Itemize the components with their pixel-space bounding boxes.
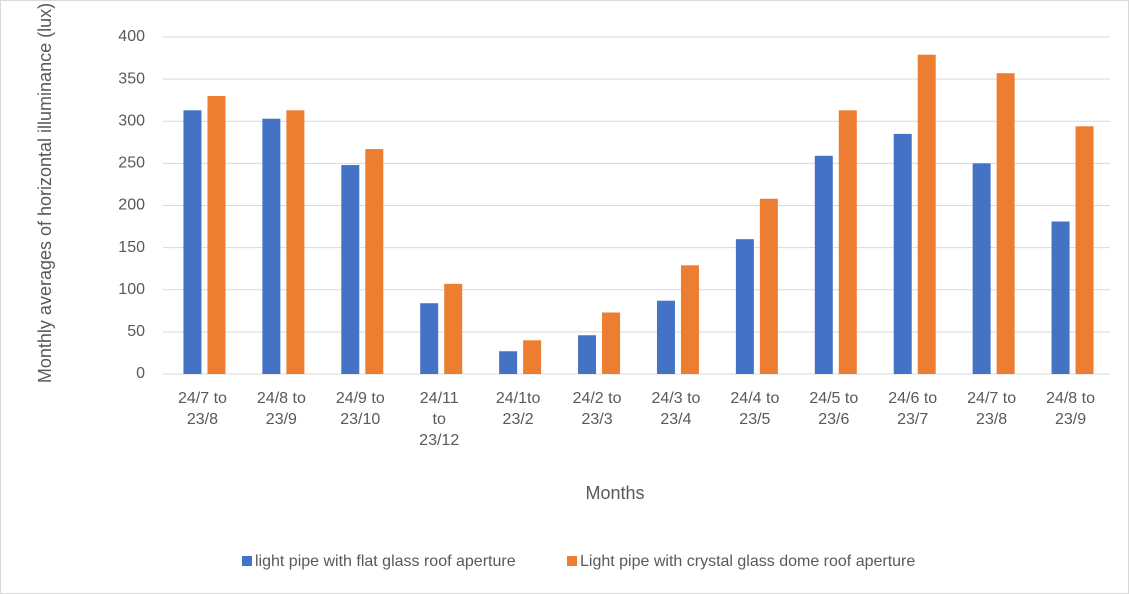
bar (814, 155, 833, 374)
bar (838, 110, 857, 375)
y-tick-label: 50 (127, 323, 145, 340)
x-tick-label: 24/8 to 23/9 (256, 390, 306, 428)
x-tick-label: 24/1to 23/2 (495, 390, 541, 428)
bar (499, 351, 518, 374)
bar (917, 54, 936, 374)
bar (1075, 126, 1094, 375)
legend-swatch (242, 556, 252, 566)
x-tick-label: 24/2 to 23/3 (572, 390, 622, 428)
bar (1051, 221, 1070, 374)
y-tick-label: 350 (118, 70, 145, 87)
bar (523, 340, 542, 374)
y-tick-label: 300 (118, 112, 145, 129)
bar (996, 73, 1015, 374)
bar (759, 198, 778, 374)
x-tick-label: 24/9 to 23/10 (335, 390, 385, 428)
bar (578, 335, 597, 374)
bar (286, 110, 305, 375)
x-tick-label: 24/8 to 23/9 (1046, 390, 1095, 428)
x-tick-label: 24/5 to 23/6 (809, 390, 859, 428)
bar (341, 165, 360, 374)
bar (602, 312, 621, 374)
x-tick-label: 24/6 to 23/7 (888, 390, 938, 428)
x-tick-label: 24/7 to 23/8 (177, 390, 227, 428)
bar (444, 283, 463, 374)
y-tick-label: 150 (118, 239, 145, 256)
y-axis-title: Monthly averages of horizontal illuminan… (35, 2, 55, 384)
bar (365, 149, 384, 374)
x-axis-title: Months (585, 483, 644, 503)
bar (183, 110, 202, 375)
bar (972, 163, 991, 374)
bar (420, 303, 439, 374)
x-tick-label: 24/3 to 23/4 (651, 390, 701, 428)
y-tick-label: 250 (118, 155, 145, 172)
bar (680, 265, 699, 374)
legend-label: Light pipe with crystal glass dome roof … (580, 553, 915, 570)
bar (893, 133, 912, 374)
x-tick-label: 24/4 to 23/5 (730, 390, 780, 428)
legend-swatch (567, 556, 577, 566)
legend-label: light pipe with flat glass roof aperture (255, 553, 516, 570)
y-tick-label: 100 (118, 281, 145, 298)
y-tick-label: 400 (118, 28, 145, 45)
bar (735, 239, 754, 374)
bar (262, 118, 281, 374)
y-tick-label: 0 (136, 365, 145, 382)
x-tick-label: 24/11 to 23/12 (419, 390, 460, 449)
y-tick-label: 200 (118, 197, 145, 214)
x-tick-label: 24/7 to 23/8 (967, 390, 1017, 428)
bar (207, 95, 226, 374)
bar (656, 300, 675, 374)
